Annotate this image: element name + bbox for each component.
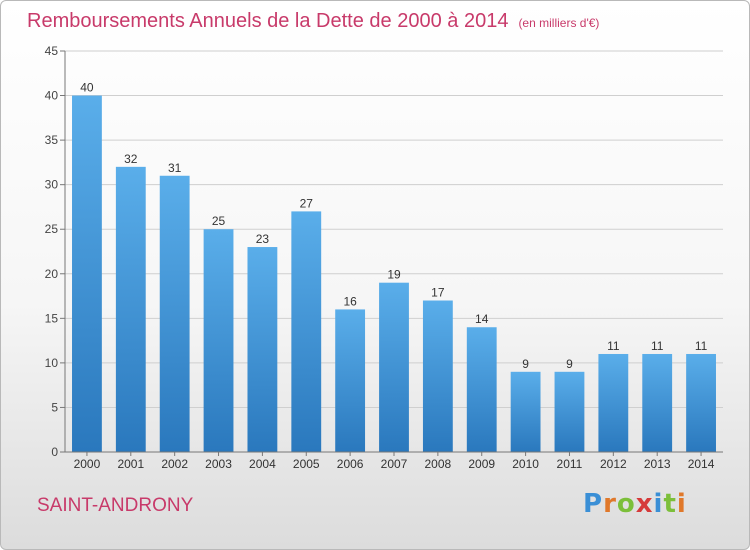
x-tick-label: 2001 xyxy=(117,457,144,471)
x-tick-label: 2008 xyxy=(425,457,452,471)
x-tick-label: 2006 xyxy=(337,457,364,471)
data-label: 14 xyxy=(475,312,489,326)
y-tick-label: 40 xyxy=(45,89,59,103)
logo-letter: i xyxy=(676,489,687,519)
logo-letter: P xyxy=(583,489,604,519)
x-tick-label: 2004 xyxy=(249,457,276,471)
y-tick-label: 20 xyxy=(45,267,59,281)
data-label: 25 xyxy=(212,214,226,228)
data-label: 31 xyxy=(168,161,182,175)
chart-unit: (en milliers d'€) xyxy=(518,16,600,30)
proxiti-logo: Proxiti xyxy=(583,489,687,519)
data-label: 19 xyxy=(387,268,401,282)
x-tick-label: 2013 xyxy=(644,457,671,471)
logo-letter: o xyxy=(616,489,636,519)
x-tick-label: 2007 xyxy=(381,457,408,471)
x-tick-label: 2003 xyxy=(205,457,232,471)
y-tick-label: 15 xyxy=(45,311,59,325)
bar-2002 xyxy=(159,175,190,452)
x-tick-label: 2005 xyxy=(293,457,320,471)
x-tick-label: 2002 xyxy=(161,457,188,471)
logo-letter: r xyxy=(603,489,617,519)
x-tick-label: 2011 xyxy=(557,457,583,471)
data-label: 11 xyxy=(651,339,664,353)
bar-2011 xyxy=(554,371,585,452)
bar-2003 xyxy=(203,229,234,452)
commune-name: SAINT-ANDRONY xyxy=(37,495,194,516)
bar-2014 xyxy=(686,353,716,452)
bar-2008 xyxy=(422,300,453,452)
x-tick-label: 2010 xyxy=(512,457,539,471)
x-tick-label: 2014 xyxy=(688,457,715,471)
bar-2013 xyxy=(642,353,673,452)
bar-2005 xyxy=(291,211,322,452)
y-tick-label: 30 xyxy=(45,178,59,192)
bar-2007 xyxy=(379,282,409,452)
y-tick-label: 25 xyxy=(45,222,59,236)
logo-letter: t xyxy=(663,489,677,519)
logo-letter: x xyxy=(635,489,654,519)
y-tick-label: 10 xyxy=(45,356,59,370)
data-label: 23 xyxy=(256,232,270,246)
data-label: 32 xyxy=(124,152,138,166)
y-tick-label: 5 xyxy=(51,400,58,414)
bar-2012 xyxy=(598,353,629,452)
data-label: 9 xyxy=(522,357,529,371)
bar-2010 xyxy=(510,371,541,452)
x-tick-label: 2012 xyxy=(600,457,627,471)
bar-2009 xyxy=(466,327,497,452)
bar-2004 xyxy=(247,247,278,452)
x-tick-label: 2009 xyxy=(468,457,495,471)
data-label: 11 xyxy=(607,339,620,353)
y-tick-label: 35 xyxy=(45,133,59,147)
y-tick-label: 45 xyxy=(45,44,59,58)
bar-2006 xyxy=(335,309,366,452)
bar-2001 xyxy=(115,166,146,452)
y-tick-label: 0 xyxy=(51,445,58,459)
x-tick-label: 2000 xyxy=(74,457,101,471)
chart-title-text: Remboursements Annuels de la Dette de 20… xyxy=(27,10,509,32)
logo-letter: i xyxy=(653,489,664,519)
data-label: 17 xyxy=(431,286,445,300)
bar-2000 xyxy=(72,95,102,453)
data-label: 16 xyxy=(343,294,357,308)
chart-title: Remboursements Annuels de la Dette de 20… xyxy=(27,10,599,33)
data-label: 27 xyxy=(300,196,314,210)
data-label: 40 xyxy=(80,81,94,95)
data-label: 11 xyxy=(695,339,708,353)
data-label: 9 xyxy=(566,357,573,371)
